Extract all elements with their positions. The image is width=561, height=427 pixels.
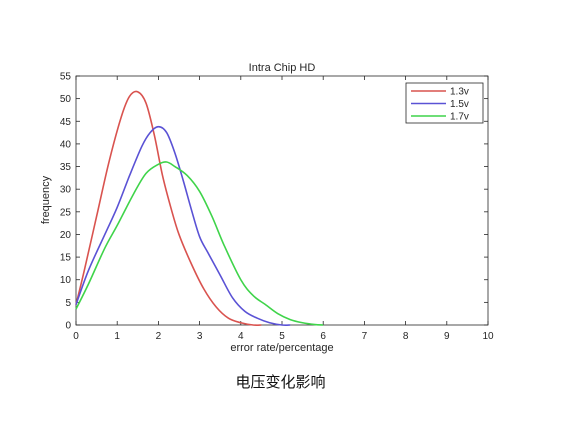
x-tick-label: 6 [320, 331, 326, 342]
x-axis-title: error rate/percentage [230, 342, 333, 354]
y-tick-label: 15 [60, 253, 72, 264]
y-tick-label: 55 [60, 72, 72, 83]
y-tick-label: 35 [60, 162, 72, 173]
y-tick-label: 5 [65, 298, 71, 309]
x-tick-label: 10 [482, 331, 494, 342]
series-line-1 [75, 125, 291, 326]
legend: 1.3v1.5v 1.7v [405, 82, 484, 124]
x-tick-label: 4 [238, 331, 244, 342]
x-tick-label: 8 [403, 331, 409, 342]
x-tick-label: 1 [114, 331, 120, 342]
y-tick-label: 20 [60, 230, 72, 241]
y-tick-label: 25 [60, 207, 72, 218]
series-line-2 [75, 161, 324, 326]
figure-caption: 电压变化影响 [235, 373, 326, 391]
x-tick-label: 9 [444, 331, 450, 342]
series-line-0 [75, 90, 262, 326]
y-tick-label: 40 [60, 139, 72, 150]
y-tick-label: 10 [60, 275, 72, 286]
y-axis-title: frequency [40, 175, 52, 224]
x-tick-label: 7 [362, 331, 368, 342]
x-tick-label: 2 [156, 331, 162, 342]
y-tick-label: 50 [60, 94, 72, 105]
legend-label-1: 1.5v [450, 99, 469, 110]
y-tick-label: 30 [60, 185, 72, 196]
legend-label-2: 1.7v [450, 112, 469, 123]
chart-title: Intra Chip HD [249, 62, 316, 74]
x-tick-label: 5 [279, 331, 285, 342]
y-tick-label: 45 [60, 117, 72, 128]
x-tick-label: 3 [197, 331, 203, 342]
x-tick-label: 0 [73, 331, 79, 342]
legend-label-0: 1.3v [450, 87, 469, 98]
y-tick-label: 0 [65, 321, 71, 332]
